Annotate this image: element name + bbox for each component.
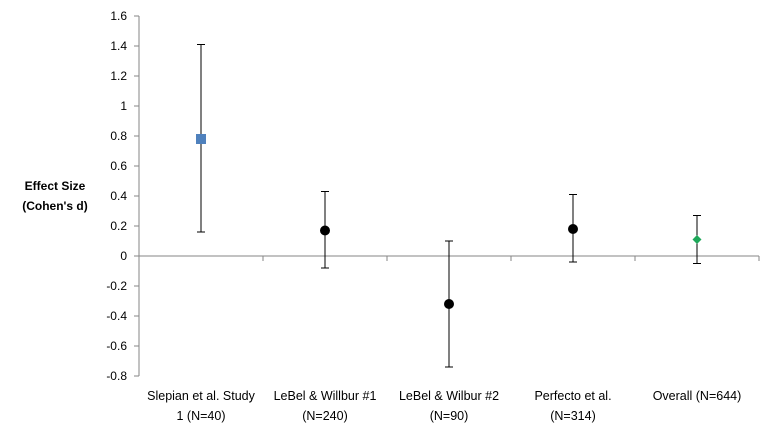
- y-tick-label: 1.4: [110, 39, 127, 53]
- x-category-label: LeBel & Wilbur #2 (N=90): [399, 389, 499, 423]
- y-tick-label: -0.2: [106, 279, 127, 293]
- x-category-label-line: Perfecto et al.: [534, 389, 611, 403]
- y-axis-label-line-2: (Cohen's d): [22, 199, 88, 213]
- y-tick-label: 1.6: [110, 9, 127, 23]
- x-category-labels: Slepian et al. Study 1 (N=40) LeBel & Will…: [147, 389, 741, 423]
- y-tick-label: 1.2: [110, 69, 127, 83]
- data-point-circle: [568, 224, 578, 234]
- y-tick-label: 1: [120, 99, 127, 113]
- x-category-label: Perfecto et al. (N=314): [534, 389, 611, 423]
- data-point-diamond: [692, 235, 702, 244]
- x-category-label-line: LeBel & Wilbur #2: [399, 389, 499, 403]
- y-axis-label-line-1: Effect Size: [25, 179, 86, 193]
- y-tick-label: 0.6: [110, 159, 127, 173]
- data-markers: [196, 134, 702, 309]
- x-category-label-line: Overall (N=644): [653, 389, 742, 403]
- y-tick-label: 0.4: [110, 189, 127, 203]
- error-bars: [197, 44, 701, 368]
- x-category-label-line: 1 (N=40): [177, 409, 226, 423]
- y-axis-label: Effect Size (Cohen's d): [22, 179, 88, 213]
- y-tick-label: 0.8: [110, 129, 127, 143]
- x-category-label: Slepian et al. Study 1 (N=40): [147, 389, 255, 423]
- x-category-label: LeBel & Willbur #1 (N=240): [274, 389, 377, 423]
- data-point-circle: [320, 225, 330, 236]
- y-tick-label: -0.8: [106, 369, 127, 383]
- x-category-label: Overall (N=644): [653, 389, 742, 403]
- y-tick-label: 0: [120, 249, 127, 263]
- data-point-circle: [444, 299, 454, 309]
- x-category-label-line: LeBel & Willbur #1: [274, 389, 377, 403]
- x-category-label-line: (N=90): [430, 409, 469, 423]
- y-ticks: 1.6 1.4 1.2 1 0.8 0.6 0.4 0.2 0 -0.2 -0.4 -0.6 -0.8: [106, 9, 139, 383]
- y-tick-label: -0.4: [106, 309, 127, 323]
- y-tick-label: 0.2: [110, 219, 127, 233]
- x-category-label-line: (N=240): [302, 409, 348, 423]
- x-category-label-line: (N=314): [550, 409, 596, 423]
- x-category-label-line: Slepian et al. Study: [147, 389, 255, 403]
- data-point-square: [196, 134, 206, 144]
- y-tick-label: -0.6: [106, 339, 127, 353]
